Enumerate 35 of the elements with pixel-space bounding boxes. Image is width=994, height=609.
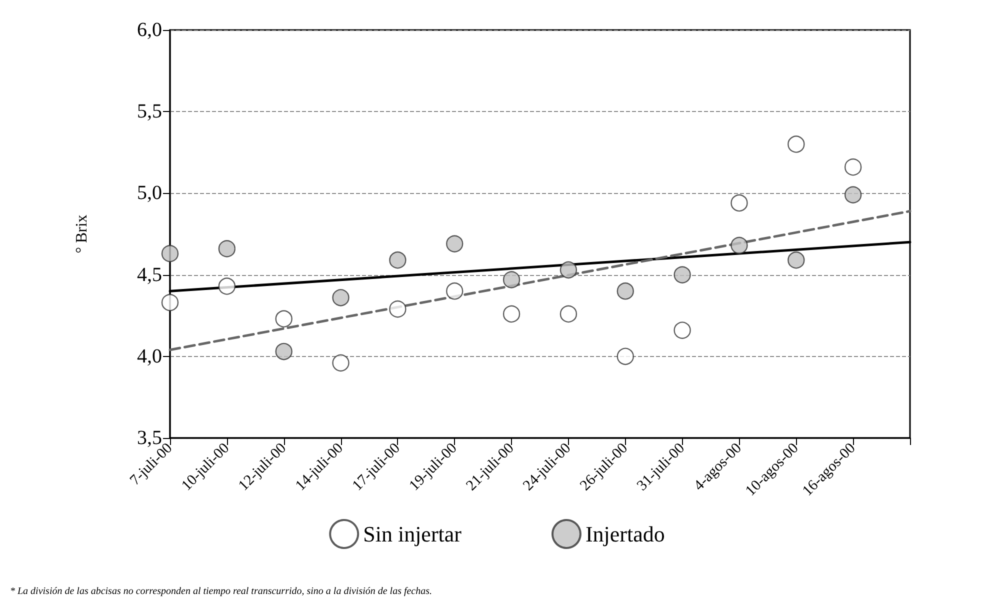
point (446, 282, 464, 300)
point (275, 310, 292, 328)
point (332, 354, 350, 372)
point (674, 266, 691, 284)
point (218, 240, 236, 258)
point (389, 300, 406, 318)
point (275, 342, 292, 360)
point (844, 158, 862, 176)
point (161, 244, 179, 262)
point (616, 348, 634, 365)
point (161, 294, 179, 312)
y-tick-label: 5,5 (137, 100, 162, 123)
point (730, 236, 748, 254)
legend-label: Injertado (585, 522, 665, 546)
point (502, 271, 520, 288)
point (616, 282, 634, 300)
point (560, 261, 578, 278)
point (674, 322, 691, 339)
point (502, 305, 520, 323)
point (332, 289, 350, 306)
point (844, 186, 862, 204)
y-tick-label: 5,0 (137, 182, 162, 204)
y-tick-label: 4,0 (137, 345, 162, 368)
point (788, 252, 805, 269)
legend-label: Sin injertar (363, 522, 462, 546)
y-axis-title: ° Brix (74, 214, 90, 254)
text: * La división de las abcisas no corresponden al tiempo real transcurrido, sino a la división de las fechas. (10, 586, 432, 597)
point (560, 305, 578, 323)
y-tick-label: 4,5 (137, 264, 162, 286)
point (730, 194, 748, 212)
point (446, 235, 464, 252)
point (389, 252, 406, 269)
point (218, 278, 236, 295)
point (788, 136, 805, 153)
y-tick-label: 6,0 (137, 19, 162, 41)
